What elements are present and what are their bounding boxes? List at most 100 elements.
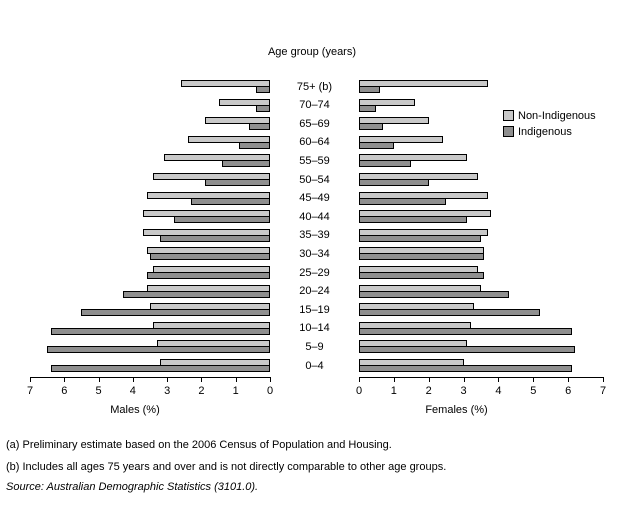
males-axis-tick-label-2: 2: [198, 385, 205, 397]
males-axis-tick-2: [201, 377, 203, 382]
legend-swatch-non-indigenous: [503, 110, 514, 121]
females-axis-tick-6: [568, 377, 570, 382]
bar-females-indigenous-7: [359, 216, 468, 224]
legend-item-indigenous: Indigenous: [503, 125, 596, 138]
bar-males-indigenous-11: [122, 290, 270, 298]
bar-females-indigenous-5: [359, 179, 429, 186]
legend: Non-Indigenous Indigenous: [503, 110, 596, 142]
bar-females-indigenous-1: [359, 104, 377, 112]
bar-females-indigenous-13: [359, 327, 572, 335]
bar-males-indigenous-8: [160, 234, 270, 242]
footnote-b: (b) Includes all ages 75 years and over …: [6, 461, 447, 473]
males-axis-tick-label-1: 1: [232, 385, 239, 397]
bar-females-indigenous-15: [359, 365, 572, 372]
females-axis-tick-label-0: 0: [355, 385, 363, 397]
age-group-label: 75+ (b): [296, 80, 333, 93]
males-axis-tick-4: [132, 377, 134, 382]
bar-females-indigenous-4: [359, 160, 412, 168]
males-axis-tick-6: [64, 377, 66, 382]
males-axis-tick-label-3: 3: [164, 385, 171, 397]
age-group-label: 30–34: [299, 247, 330, 260]
bar-females-indigenous-14: [359, 346, 576, 354]
age-group-label: 70–74: [299, 99, 330, 112]
bar-males-non-indigenous-4: [163, 154, 270, 162]
males-axis-label: Males (%): [110, 404, 160, 416]
age-group-label: 0–4: [305, 359, 324, 372]
males-axis-tick-7: [30, 377, 31, 382]
bar-females-indigenous-12: [359, 309, 541, 317]
age-group-label: 20–24: [299, 285, 330, 298]
bar-males-indigenous-3: [239, 141, 270, 149]
bar-females-non-indigenous-4: [359, 154, 468, 162]
bar-males-indigenous-9: [150, 253, 270, 261]
bar-males-indigenous-1: [256, 104, 270, 112]
age-group-label: 65–69: [299, 117, 330, 130]
females-axis-tick-label-4: 4: [495, 385, 502, 397]
bar-females-indigenous-3: [359, 141, 394, 149]
source-note: Source: Australian Demographic Statistic…: [6, 481, 259, 493]
females-axis-tick-3: [463, 377, 465, 382]
bar-males-indigenous-4: [222, 160, 270, 168]
females-axis-tick-label-1: 1: [390, 385, 397, 397]
males-axis-tick-label-5: 5: [95, 385, 102, 397]
females-axis-line: [359, 377, 604, 378]
bar-males-indigenous-0: [256, 86, 270, 93]
age-group-label: 55–59: [299, 154, 330, 167]
females-axis-tick-label-5: 5: [530, 385, 537, 397]
males-axis-tick-3: [167, 377, 169, 382]
bar-males-non-indigenous-3: [187, 135, 270, 143]
bar-males-indigenous-6: [191, 197, 270, 205]
age-group-label: 45–49: [299, 192, 330, 205]
bar-males-indigenous-14: [47, 346, 270, 354]
bar-males-indigenous-12: [81, 309, 270, 317]
bar-females-indigenous-2: [359, 123, 384, 131]
females-axis-tick-label-6: 6: [565, 385, 572, 397]
bar-males-indigenous-10: [146, 272, 270, 279]
bar-males-indigenous-5: [204, 179, 270, 186]
bar-females-non-indigenous-3: [359, 135, 443, 143]
age-group-label: 15–19: [299, 303, 330, 316]
age-group-label: 35–39: [299, 229, 330, 242]
males-axis-tick-label-0: 0: [266, 385, 274, 397]
bar-females-indigenous-8: [359, 234, 481, 242]
females-axis-tick-label-2: 2: [425, 385, 432, 397]
bar-males-indigenous-7: [174, 216, 270, 224]
females-axis-label: Females (%): [425, 404, 488, 416]
males-axis-line: [30, 377, 271, 378]
bar-females-indigenous-6: [359, 197, 447, 205]
bar-males-indigenous-2: [249, 123, 270, 131]
age-group-label: 40–44: [299, 210, 330, 223]
bar-females-indigenous-11: [359, 290, 509, 298]
age-group-label: 60–64: [299, 136, 330, 149]
legend-item-non-indigenous: Non-Indigenous: [503, 109, 596, 122]
males-axis-tick-5: [98, 377, 100, 382]
females-axis-tick-4: [498, 377, 500, 382]
legend-label-non-indigenous: Non-Indigenous: [518, 109, 596, 122]
chart-title: Age group (years): [267, 46, 357, 58]
bar-females-non-indigenous-0: [359, 80, 488, 87]
males-axis-tick-label-4: 4: [129, 385, 136, 397]
bar-males-indigenous-13: [50, 327, 270, 335]
footnote-a: (a) Preliminary estimate based on the 20…: [6, 439, 392, 451]
females-axis-tick-label-3: 3: [460, 385, 467, 397]
age-group-label: 25–29: [299, 266, 330, 279]
bar-females-non-indigenous-1: [359, 98, 415, 106]
females-axis-tick-7: [603, 377, 604, 382]
bar-males-non-indigenous-2: [204, 117, 270, 125]
males-axis-tick-label-6: 6: [61, 385, 68, 397]
females-axis-tick-2: [428, 377, 430, 382]
legend-swatch-indigenous: [503, 126, 514, 137]
females-axis-tick-0: [359, 377, 360, 382]
females-axis-tick-1: [393, 377, 395, 382]
bar-males-non-indigenous-1: [218, 98, 270, 106]
bar-females-non-indigenous-2: [359, 117, 429, 125]
bar-females-indigenous-0: [359, 86, 380, 93]
females-axis-tick-label-7: 7: [599, 385, 607, 397]
bar-males-non-indigenous-0: [180, 80, 270, 87]
bar-females-indigenous-9: [359, 253, 485, 261]
males-axis-tick-0: [270, 377, 271, 382]
legend-label-indigenous: Indigenous: [518, 125, 572, 138]
males-axis-tick-1: [235, 377, 237, 382]
